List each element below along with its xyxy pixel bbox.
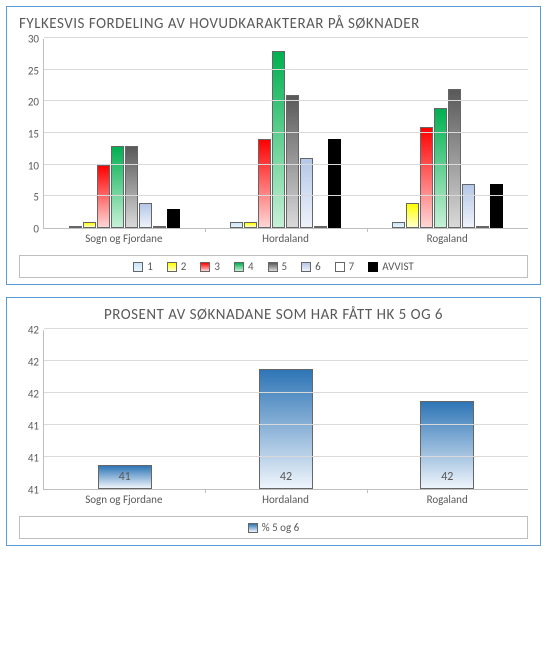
chart1-plot: [43, 39, 528, 229]
chart1-legend-item: 7: [335, 260, 355, 273]
chart2-bar-label: 41: [99, 470, 151, 484]
chart1-bar: [286, 95, 299, 228]
chart1-bar: [111, 146, 124, 228]
chart1-bar: [153, 226, 166, 228]
chart1-yaxis: 051015202530: [19, 39, 43, 229]
legend-label: AVVIST: [382, 260, 414, 273]
chart2-legend-item: % 5 og 6: [248, 521, 299, 534]
legend-swatch: [248, 523, 258, 533]
chart2-panel: PROSENT AV SØKNADANE SOM HAR FÅTT HK 5 O…: [6, 297, 541, 546]
legend-swatch: [167, 262, 177, 272]
chart1-legend-item: 1: [133, 260, 153, 273]
chart2-yaxis: 414141424242: [19, 330, 43, 490]
chart1-group: [44, 38, 205, 228]
chart2-bar-label: 42: [421, 470, 473, 484]
chart1-group: [205, 38, 366, 228]
chart2-xlabels: Sogn og FjordaneHordalandRogaland: [43, 490, 528, 506]
legend-label: 7: [349, 260, 355, 273]
chart1-bar: [69, 226, 82, 228]
legend-label: % 5 og 6: [262, 521, 299, 534]
chart1-bar: [230, 222, 243, 228]
chart2-xlabel: Rogaland: [366, 490, 528, 506]
legend-label: 3: [214, 260, 220, 273]
chart1-bar: [314, 226, 327, 228]
chart1-bar: [167, 209, 180, 228]
chart1-bar: [462, 184, 475, 228]
chart2-plot: 41 42 42: [43, 330, 528, 490]
legend-label: 6: [315, 260, 321, 273]
chart1-bar: [434, 108, 447, 228]
chart1: 051015202530 Sogn og FjordaneHordalandRo…: [19, 39, 528, 278]
chart2-ytick: 42: [28, 388, 39, 401]
chart1-bar: [83, 222, 96, 228]
chart2-ytick: 42: [28, 356, 39, 369]
chart2-ytick: 41: [28, 452, 39, 465]
chart1-bar: [448, 89, 461, 228]
chart1-ytick: 10: [28, 159, 39, 172]
chart1-legend-item: 6: [301, 260, 321, 273]
legend-label: 4: [248, 260, 254, 273]
chart1-bar: [490, 184, 503, 228]
chart1-xlabel: Sogn og Fjordane: [43, 229, 205, 245]
chart2-group: 42: [205, 329, 366, 489]
chart1-bar: [139, 203, 152, 228]
legend-swatch: [301, 262, 311, 272]
chart1-xlabels: Sogn og FjordaneHordalandRogaland: [43, 229, 528, 245]
chart1-ytick: 5: [33, 191, 39, 204]
chart1-bar: [244, 222, 257, 228]
legend-swatch: [335, 262, 345, 272]
chart1-group: [367, 38, 528, 228]
chart1-bar: [300, 158, 313, 228]
chart1-legend: 1 2 3 4 5 6 7 AVVIST: [19, 255, 528, 278]
legend-label: 2: [181, 260, 187, 273]
chart1-bar: [406, 203, 419, 228]
chart1-legend-item: 4: [234, 260, 254, 273]
chart1-legend-item: 2: [167, 260, 187, 273]
legend-swatch: [200, 262, 210, 272]
chart1-ytick: 25: [28, 64, 39, 77]
chart1-bar: [420, 127, 433, 228]
chart1-ytick: 15: [28, 128, 39, 141]
chart1-ytick: 20: [28, 96, 39, 109]
chart2-xlabel: Hordaland: [205, 490, 367, 506]
chart2-bar: 42: [420, 401, 474, 489]
chart1-bar: [328, 139, 341, 228]
chart2-ytick: 41: [28, 484, 39, 497]
chart2-legend: % 5 og 6: [19, 516, 528, 539]
chart2-xlabel: Sogn og Fjordane: [43, 490, 205, 506]
chart1-bar: [125, 146, 138, 228]
chart2-group: 42: [367, 329, 528, 489]
chart1-bar: [476, 226, 489, 228]
legend-swatch: [268, 262, 278, 272]
chart1-legend-item: 3: [200, 260, 220, 273]
chart2-ytick: 42: [28, 324, 39, 337]
chart1-xlabel: Rogaland: [366, 229, 528, 245]
chart1-bar: [272, 51, 285, 228]
legend-label: 1: [147, 260, 153, 273]
chart2-ytick: 41: [28, 420, 39, 433]
chart1-xlabel: Hordaland: [205, 229, 367, 245]
chart2-bar: 42: [259, 369, 313, 489]
legend-swatch: [368, 262, 378, 272]
chart2: 414141424242 414242 Sogn og FjordaneHord…: [19, 330, 528, 539]
chart2-bar-label: 42: [260, 470, 312, 484]
chart2-title: PROSENT AV SØKNADANE SOM HAR FÅTT HK 5 O…: [19, 306, 528, 324]
chart1-ytick: 0: [33, 223, 39, 236]
chart2-group: 41: [44, 329, 205, 489]
chart1-legend-item: AVVIST: [368, 260, 414, 273]
legend-label: 5: [282, 260, 288, 273]
chart1-bar: [392, 222, 405, 228]
chart1-title: FYLKESVIS FORDELING AV HOVUDKARAKTERAR P…: [19, 15, 528, 33]
chart1-legend-item: 5: [268, 260, 288, 273]
chart1-panel: FYLKESVIS FORDELING AV HOVUDKARAKTERAR P…: [6, 6, 541, 285]
chart1-ytick: 30: [28, 33, 39, 46]
legend-swatch: [234, 262, 244, 272]
chart1-bar: [258, 139, 271, 228]
chart2-bar: 41: [98, 465, 152, 489]
legend-swatch: [133, 262, 143, 272]
